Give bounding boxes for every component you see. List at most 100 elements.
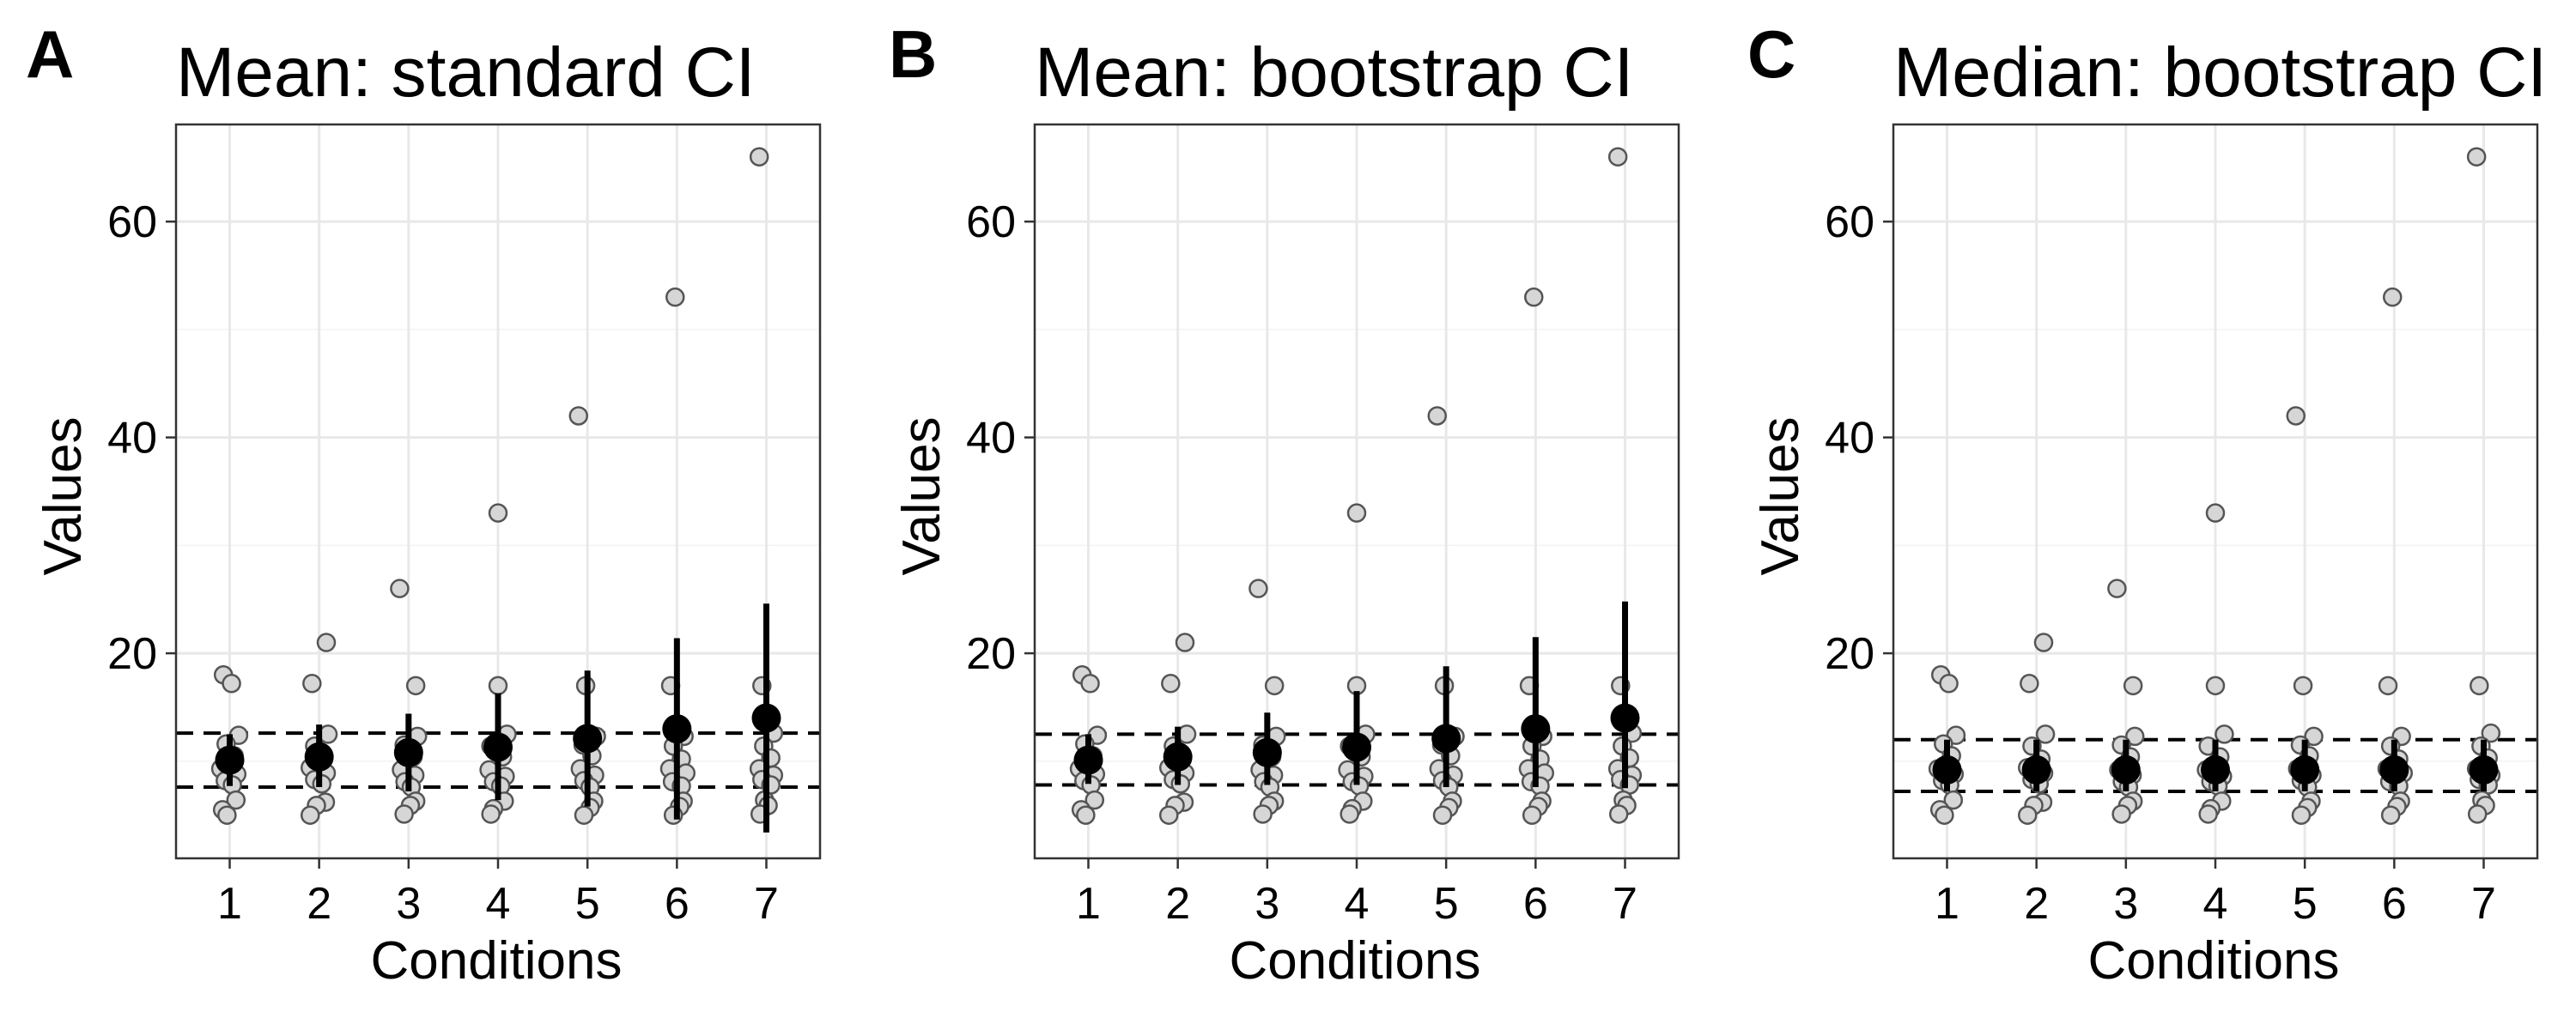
summary-point: [2469, 754, 2499, 785]
x-tick-label: 3: [396, 879, 421, 929]
raw-data-point: [1080, 674, 1100, 694]
summary-point: [1252, 737, 1282, 767]
raw-data-point: [2286, 406, 2306, 426]
x-tick-label: 2: [307, 879, 331, 929]
raw-data-point: [2293, 676, 2313, 696]
y-tick-label: 40: [966, 414, 1016, 464]
summary-point: [1431, 724, 1461, 754]
y-tick-label: 40: [1825, 414, 1874, 464]
raw-data-point: [2481, 723, 2501, 743]
x-tick-label: 5: [2293, 879, 2318, 929]
plot-area: 20 40 60 1 2 3 4 5 6 7: [1825, 123, 2539, 929]
summary-point: [662, 714, 692, 744]
y-tick-label: 60: [1825, 197, 1874, 247]
raw-data-point: [217, 805, 237, 825]
panel-title: Mean: standard CI: [176, 33, 756, 112]
y-tick-label: 60: [966, 197, 1016, 247]
panel-a: 20 40 60 1 2 3 4 5 6 7 A Mean: standard CI Condit…: [26, 16, 822, 991]
x-tick-label: 3: [1255, 879, 1279, 929]
panel-letter: C: [1747, 16, 1795, 92]
x-tick-label: 1: [217, 879, 242, 929]
raw-data-point: [2466, 147, 2487, 167]
raw-data-point: [222, 674, 241, 694]
x-tick-label: 2: [2024, 879, 2049, 929]
raw-data-point: [316, 633, 337, 652]
summary-point: [393, 737, 423, 767]
y-axis-title: Values: [892, 417, 951, 576]
raw-data-point: [1161, 674, 1181, 694]
x-tick-label: 2: [1165, 879, 1190, 929]
x-tick-label: 7: [754, 879, 779, 929]
y-axis-title: Values: [1751, 417, 1810, 576]
x-tick-label: 3: [2113, 879, 2138, 929]
x-tick-label: 7: [1613, 879, 1637, 929]
x-tick-label: 4: [1345, 879, 1370, 929]
x-tick-label: 4: [2203, 879, 2228, 929]
raw-data-point: [2123, 676, 2143, 696]
raw-data-point: [1427, 406, 1447, 426]
raw-data-point: [1084, 790, 1105, 810]
raw-data-point: [1249, 579, 1268, 598]
summary-point: [1073, 745, 1103, 775]
raw-data-point: [301, 805, 320, 825]
raw-data-point: [1608, 804, 1629, 824]
raw-data-point: [1175, 633, 1195, 652]
raw-data-point: [1346, 503, 1367, 523]
plot-area: 20 40 60 1 2 3 4 5 6 7: [966, 123, 1680, 929]
raw-data-point: [2111, 804, 2131, 824]
raw-data-point: [749, 147, 769, 167]
raw-data-point: [488, 676, 508, 696]
raw-data-point: [2020, 674, 2039, 694]
raw-data-point: [1522, 805, 1542, 825]
raw-data-point: [1076, 805, 1096, 825]
summary-point: [483, 732, 513, 762]
raw-data-point: [1253, 804, 1273, 824]
raw-data-point: [574, 805, 594, 825]
summary-point: [573, 724, 603, 754]
y-tick-label: 40: [107, 414, 157, 464]
raw-data-point: [2383, 287, 2403, 307]
raw-data-point: [568, 406, 588, 426]
y-tick-label: 20: [1825, 629, 1874, 679]
y-tick-label: 20: [107, 629, 157, 679]
x-tick-label: 5: [1434, 879, 1459, 929]
x-tick-label: 6: [2382, 879, 2407, 929]
raw-data-point: [2033, 633, 2054, 652]
panel-b: 20 40 60 1 2 3 4 5 6 7 B Mean: bootstrap CI Condi…: [889, 16, 1680, 991]
raw-data-point: [1159, 805, 1179, 825]
raw-data-point: [1939, 674, 1959, 694]
y-tick-label: 60: [107, 197, 157, 247]
y-axis-title: Values: [33, 417, 93, 576]
raw-data-point: [2205, 503, 2226, 523]
summary-point: [1610, 703, 1640, 733]
raw-data-point: [2378, 676, 2398, 696]
x-tick-label: 1: [1076, 879, 1101, 929]
raw-data-point: [2198, 804, 2218, 824]
x-axis-title: Conditions: [371, 931, 623, 991]
summary-point: [1163, 742, 1193, 772]
y-tick-label: 20: [966, 629, 1016, 679]
x-tick-label: 6: [665, 879, 690, 929]
x-tick-label: 5: [575, 879, 600, 929]
raw-data-point: [2205, 676, 2226, 696]
raw-data-point: [665, 287, 685, 307]
summary-point: [751, 703, 781, 733]
raw-data-point: [2467, 804, 2488, 824]
raw-data-point: [2304, 726, 2324, 747]
raw-data-point: [2215, 724, 2234, 744]
raw-data-point: [488, 503, 508, 523]
raw-data-point: [2035, 724, 2056, 744]
x-tick-label: 6: [1523, 879, 1548, 929]
summary-point: [304, 742, 334, 772]
raw-data-point: [1340, 804, 1359, 824]
raw-data-point: [1432, 805, 1453, 825]
raw-data-point: [2107, 579, 2127, 598]
summary-point: [1521, 714, 1551, 744]
panel-title: Mean: bootstrap CI: [1035, 33, 1633, 112]
summary-point: [2201, 754, 2230, 785]
panel-letter: B: [889, 16, 937, 92]
summary-point: [215, 745, 245, 775]
summary-point: [2111, 754, 2141, 785]
plot-area: 20 40 60 1 2 3 4 5 6 7: [107, 123, 822, 929]
